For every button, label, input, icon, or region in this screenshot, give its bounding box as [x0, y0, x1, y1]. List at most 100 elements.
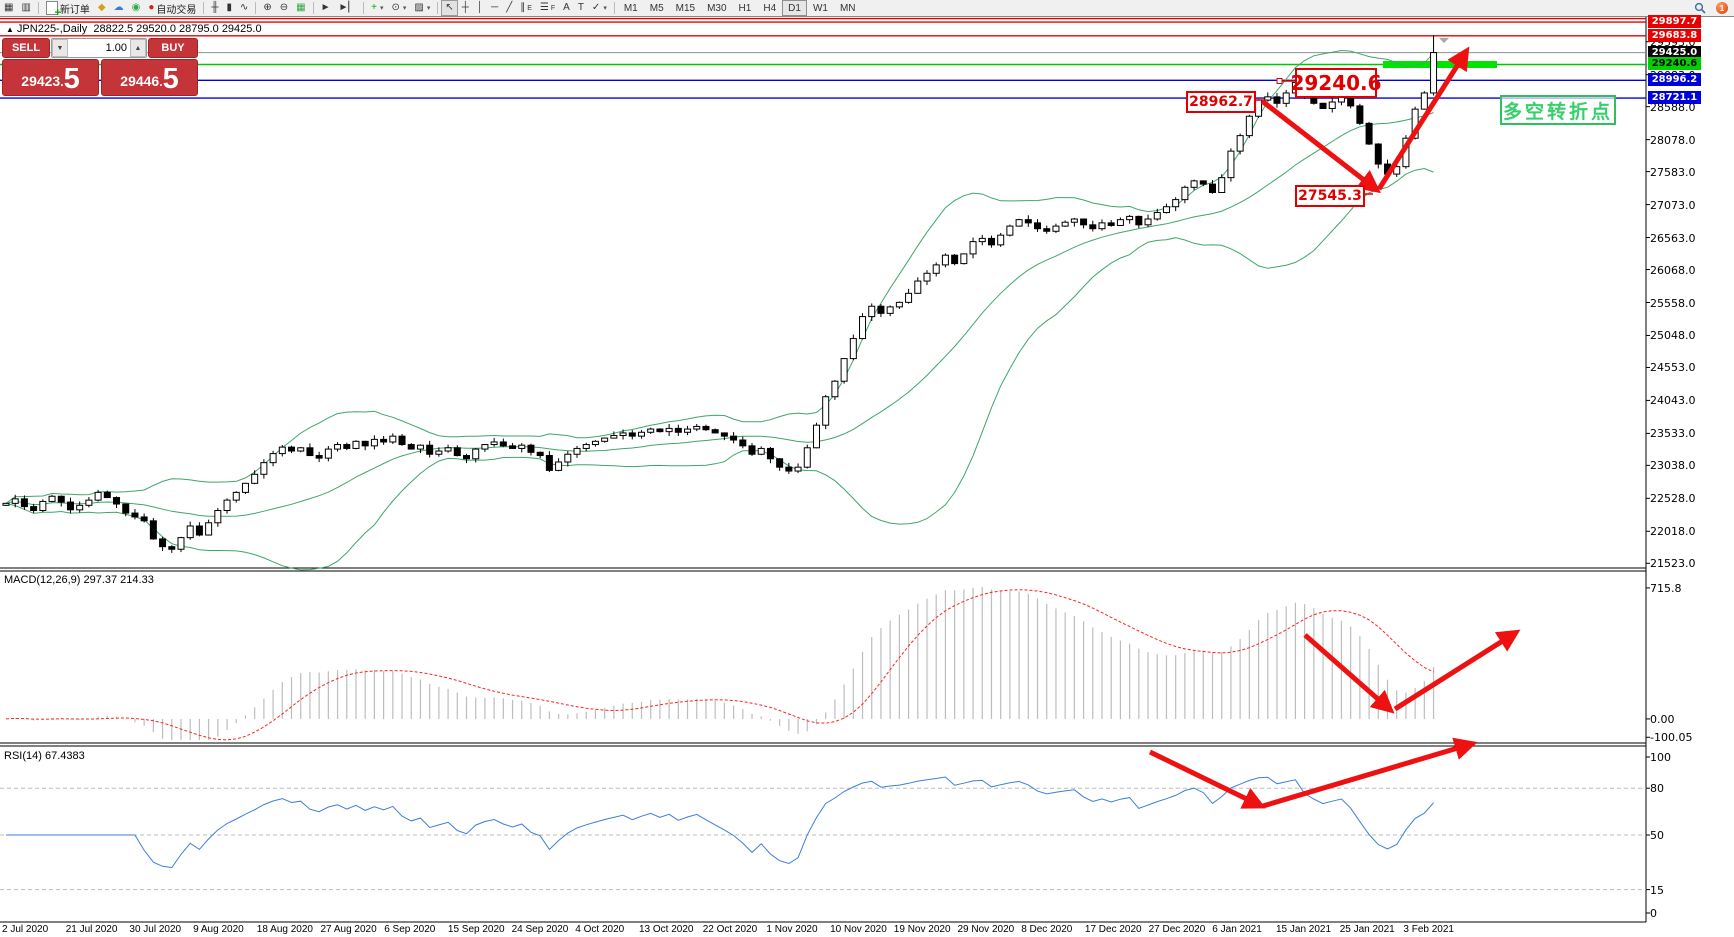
chart-windows-icon: ▦: [4, 2, 14, 13]
publish-button[interactable]: ☁: [110, 0, 128, 16]
toolbar-separator: [437, 2, 439, 14]
volume-increase-button[interactable]: ▲: [130, 39, 146, 57]
price-tick: 25558.0: [1650, 296, 1696, 310]
text-icon: A: [563, 2, 570, 13]
timeframe-h1-button[interactable]: H1: [738, 2, 752, 14]
fibonacci-button[interactable]: ☰ F: [536, 0, 559, 16]
arrows-dropdown-icon[interactable]: ▾: [603, 5, 607, 12]
price-tick: 26068.0: [1650, 263, 1696, 277]
templates-button[interactable]: ▨ ▾: [410, 0, 434, 16]
date-tick: 6 Jan 2021: [1212, 924, 1262, 935]
price-annotation-27545.3[interactable]: 27545.3: [1295, 185, 1365, 207]
price-tick: 24553.0: [1650, 361, 1696, 375]
trendline-button[interactable]: ╱: [502, 0, 516, 16]
periods-button[interactable]: ⊙ ▾: [387, 0, 410, 16]
crosshair-button[interactable]: ┼: [458, 0, 473, 16]
timeframe-d1-button[interactable]: D1: [782, 0, 807, 16]
autotrading-icon: ●: [148, 2, 155, 13]
date-tick: 22 Oct 2020: [702, 924, 758, 935]
rsi-down-arrow: [1148, 749, 1266, 809]
timeframe-m30-button[interactable]: M30: [707, 2, 727, 14]
chart-window[interactable]: ▲ JPN225-,Daily 28822.5 29520.0 28795.0 2…: [0, 15, 1734, 937]
timeframe-m5-button[interactable]: M5: [649, 2, 664, 14]
toolbar-separator: [255, 2, 257, 14]
buy-price-panel[interactable]: 29446. 5: [101, 59, 198, 96]
timeframe-m15-button[interactable]: M15: [675, 2, 696, 14]
auto-scroll-button[interactable]: ►: [317, 0, 335, 16]
chart-shift-button[interactable]: ►▏: [335, 0, 361, 16]
date-tick: 15 Jan 2021: [1276, 924, 1332, 935]
price-tick: 25048.0: [1650, 329, 1696, 343]
timeframe-m1-button[interactable]: M1: [623, 2, 638, 14]
history-center-button[interactable]: ◆: [94, 0, 110, 16]
buy-price: 29446: [120, 73, 160, 89]
price-chip: 29683.8: [1648, 28, 1701, 42]
date-tick: 2 Jul 2020: [2, 924, 49, 935]
periods-dropdown-icon[interactable]: ▾: [402, 5, 407, 12]
sell-price-panel[interactable]: 29423. 5: [2, 59, 99, 96]
macd-tick: -100.05: [1650, 731, 1693, 745]
arrows-button[interactable]: ✓ ▾: [588, 0, 611, 16]
price-chip: 29897.7: [1648, 15, 1701, 29]
toolbar-separator: [203, 2, 205, 14]
line-chart-button[interactable]: ∿: [236, 0, 252, 16]
price-tick: 28078.0: [1650, 133, 1696, 147]
price-up-arrow: [1376, 46, 1470, 191]
date-tick: 27 Aug 2020: [320, 924, 377, 935]
macd-up-arrow: [1393, 629, 1521, 712]
chart-windows-button[interactable]: ▦: [0, 0, 17, 16]
price-annotation-29240.6[interactable]: 29240.6: [1290, 68, 1382, 98]
tile-windows-button[interactable]: ▦: [292, 0, 309, 16]
timeframe-mn-button[interactable]: MN: [839, 2, 856, 14]
price-annotation-28962.7[interactable]: 28962.7: [1186, 91, 1256, 113]
toolbar-separator: [363, 2, 365, 14]
autotrading-button[interactable]: ● 自动交易: [144, 0, 200, 16]
bar-chart-button[interactable]: ╫: [207, 0, 222, 16]
volume-input[interactable]: [68, 39, 130, 57]
zoom-in-button[interactable]: ⊕: [259, 0, 275, 16]
date-tick: 18 Aug 2020: [256, 924, 313, 935]
notification-icon[interactable]: 1: [1716, 2, 1728, 14]
candlestick-chart-button[interactable]: ▮: [222, 0, 236, 16]
text-button[interactable]: A: [559, 0, 574, 16]
volume-decrease-button[interactable]: ▼: [52, 39, 68, 57]
arrows-icon: ✓: [591, 2, 601, 13]
equidistant-channel-icon: ∥: [520, 2, 526, 13]
date-tick: 15 Sep 2020: [447, 924, 505, 935]
buy-price-big-digit: 5: [162, 63, 179, 95]
chart-shift-icon: ►▏: [338, 2, 357, 13]
zoom-out-button[interactable]: ⊖: [276, 0, 292, 16]
indicators-button[interactable]: + ▾: [367, 0, 387, 16]
signals-button[interactable]: ◉: [128, 0, 145, 16]
price-chip: 29240.6: [1648, 57, 1701, 71]
templates-dropdown-icon[interactable]: ▾: [426, 5, 431, 12]
horizontal-line-button[interactable]: ─: [487, 0, 502, 16]
data-window-button[interactable]: ▥: [17, 0, 34, 16]
vertical-line-button[interactable]: │: [473, 0, 487, 16]
chart-canvas[interactable]: [0, 16, 1734, 937]
equidistant-channel-button[interactable]: ∥ E: [516, 0, 536, 16]
indicators-dropdown-icon[interactable]: ▾: [379, 5, 384, 12]
timeframe-h4-button[interactable]: H4: [763, 2, 777, 14]
data-window-icon: ▥: [21, 2, 31, 13]
buy-button[interactable]: BUY: [148, 38, 198, 58]
collapse-icon[interactable]: ▲: [6, 25, 14, 34]
line-chart-icon: ∿: [240, 2, 249, 13]
new-order-button[interactable]: + 新订单: [42, 0, 94, 19]
price-chip: 28996.2: [1648, 73, 1701, 87]
text-label-icon: T: [577, 2, 584, 13]
chart-title: ▲ JPN225-,Daily 28822.5 29520.0 28795.0 2…: [6, 23, 262, 35]
note-bull-bear-turning-point[interactable]: 多空转折点: [1500, 95, 1616, 125]
timeframe-w1-button[interactable]: W1: [812, 2, 828, 14]
cursor-icon: ↖: [445, 2, 454, 13]
sell-price: 29423: [21, 73, 61, 89]
sell-button[interactable]: SELL: [2, 38, 50, 58]
rsi-tick: 50: [1650, 829, 1664, 842]
new-order-icon: +: [45, 1, 61, 19]
text-label-button[interactable]: T: [574, 0, 588, 16]
timeframe-bar: M1 M5 M15 M30 H1 H4 D1 W1 MN: [618, 0, 862, 16]
cursor-button[interactable]: ↖: [441, 0, 458, 16]
price-down-arrow: [1260, 99, 1381, 194]
search-icon[interactable]: [1690, 0, 1710, 16]
